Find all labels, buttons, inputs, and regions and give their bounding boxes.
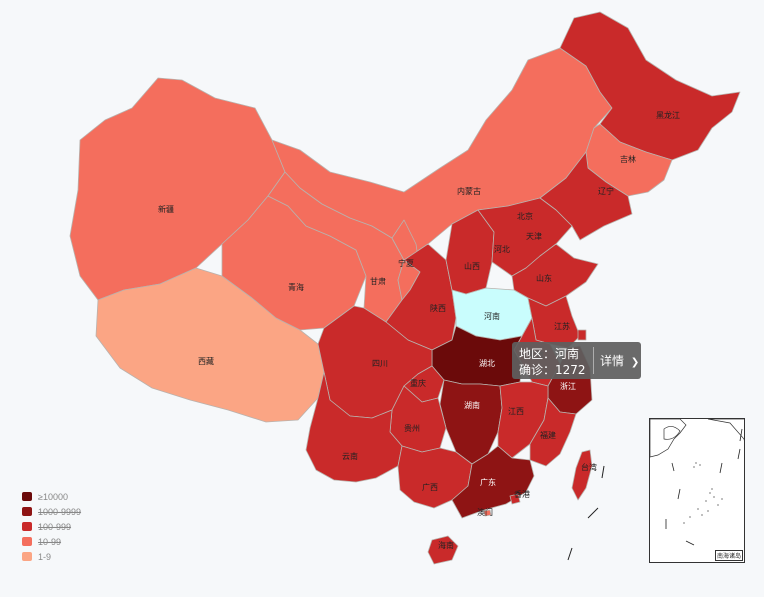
region-台湾[interactable] <box>571 449 593 501</box>
legend-label: 10-99 <box>38 536 62 547</box>
region-福建[interactable] <box>529 397 577 467</box>
legend-swatch <box>22 552 32 561</box>
tooltip-detail-label: 详情 <box>600 354 625 368</box>
legend-item[interactable]: 100-999 <box>22 519 81 534</box>
inset-map <box>650 419 744 546</box>
legend-swatch <box>22 507 32 516</box>
region-内蒙古[interactable] <box>271 47 613 261</box>
legend-item[interactable]: 1000-9999 <box>22 504 81 519</box>
region-吉林[interactable] <box>585 123 673 197</box>
region-黑龙江[interactable] <box>559 11 741 161</box>
legend-swatch <box>22 537 32 546</box>
sea-boundary-dash <box>567 547 573 561</box>
legend-swatch <box>22 522 32 531</box>
inset-label: 南海诸岛 <box>714 550 743 561</box>
legend-label: ≥10000 <box>38 491 68 502</box>
legend-item[interactable]: ≥10000 <box>22 489 81 504</box>
tooltip-divider <box>593 347 594 374</box>
legend-label: 1000-9999 <box>38 506 82 517</box>
region-香港[interactable] <box>509 493 521 505</box>
tooltip-region: 地区：河南 <box>519 347 580 361</box>
south-china-sea-inset: 南海诸岛 <box>649 418 745 563</box>
legend-label: 1-9 <box>38 551 52 562</box>
legend-label: 100-999 <box>38 521 72 532</box>
legend-item[interactable]: 1-9 <box>22 549 81 564</box>
sea-boundary-dash <box>601 465 605 479</box>
region-上海[interactable] <box>577 329 587 341</box>
region-海南[interactable] <box>427 535 459 565</box>
region-广东[interactable] <box>451 445 535 519</box>
chevron-right-icon: ❯ <box>630 357 640 368</box>
sea-boundary-dash <box>587 507 599 519</box>
region-澳门[interactable] <box>483 509 492 517</box>
legend: ≥10000 1000-9999 100-999 10-99 1-9 <box>22 489 81 564</box>
tooltip-confirmed: 确诊：1272 <box>519 363 586 377</box>
legend-swatch <box>22 492 32 501</box>
region-tooltip: 地区：河南 确诊：1272 详情 ❯ <box>512 342 641 379</box>
legend-item[interactable]: 10-99 <box>22 534 81 549</box>
tooltip-detail-button[interactable]: 详情 ❯ <box>600 352 639 369</box>
